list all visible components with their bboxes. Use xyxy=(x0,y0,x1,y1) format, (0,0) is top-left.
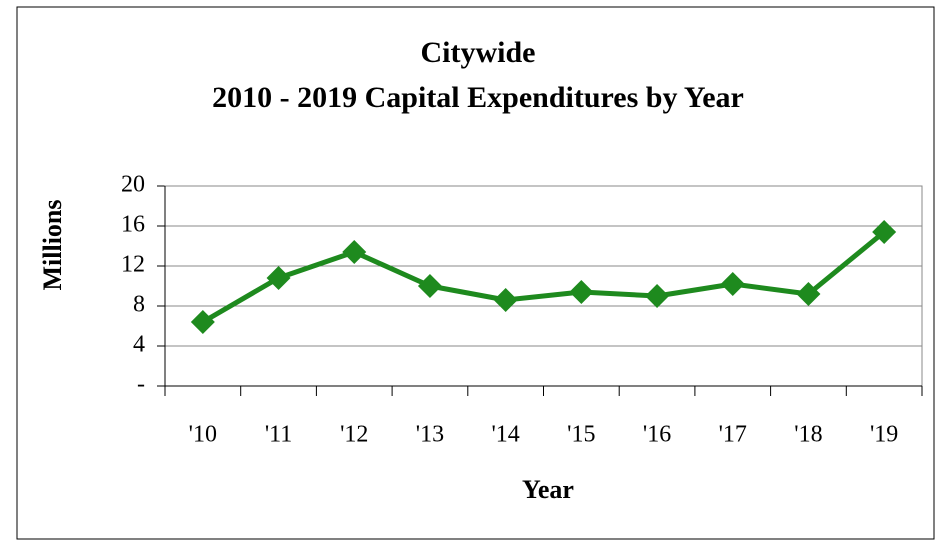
x-tick-label: '14 xyxy=(491,422,519,448)
x-tick-label: '18 xyxy=(794,422,822,448)
marker xyxy=(645,284,670,308)
y-tick-label: - xyxy=(137,372,145,398)
y-tick-label: 20 xyxy=(121,172,145,198)
x-tick-label: '13 xyxy=(416,422,444,448)
chart-subtitle: 2010 - 2019 Capital Expenditures by Year xyxy=(212,81,744,114)
line xyxy=(201,230,886,325)
marker xyxy=(720,272,745,296)
marker xyxy=(266,266,291,290)
marker xyxy=(796,282,821,306)
y-tick-label: 16 xyxy=(121,212,145,238)
y-tick-label: 8 xyxy=(133,292,145,318)
x-tick-label: '19 xyxy=(870,422,898,448)
chart-title: Citywide xyxy=(421,36,536,69)
x-tick-label: '12 xyxy=(340,422,368,448)
x-tick-label: '17 xyxy=(719,422,747,448)
marker xyxy=(342,240,367,264)
chart-border xyxy=(16,6,935,540)
x-tick-label: '10 xyxy=(189,422,217,448)
marker xyxy=(569,280,594,304)
x-tick-label: '15 xyxy=(567,422,595,448)
y-tick-label: 4 xyxy=(133,332,145,358)
y-axis-label: Millions xyxy=(38,199,67,290)
y-tick-label: 12 xyxy=(121,252,145,278)
marker xyxy=(493,288,518,312)
x-tick-label: '11 xyxy=(265,422,292,448)
marker xyxy=(417,274,442,298)
x-tick-label: '16 xyxy=(643,422,671,448)
marker xyxy=(190,310,215,334)
marker xyxy=(872,220,897,244)
x-axis-label: Year xyxy=(522,475,574,504)
